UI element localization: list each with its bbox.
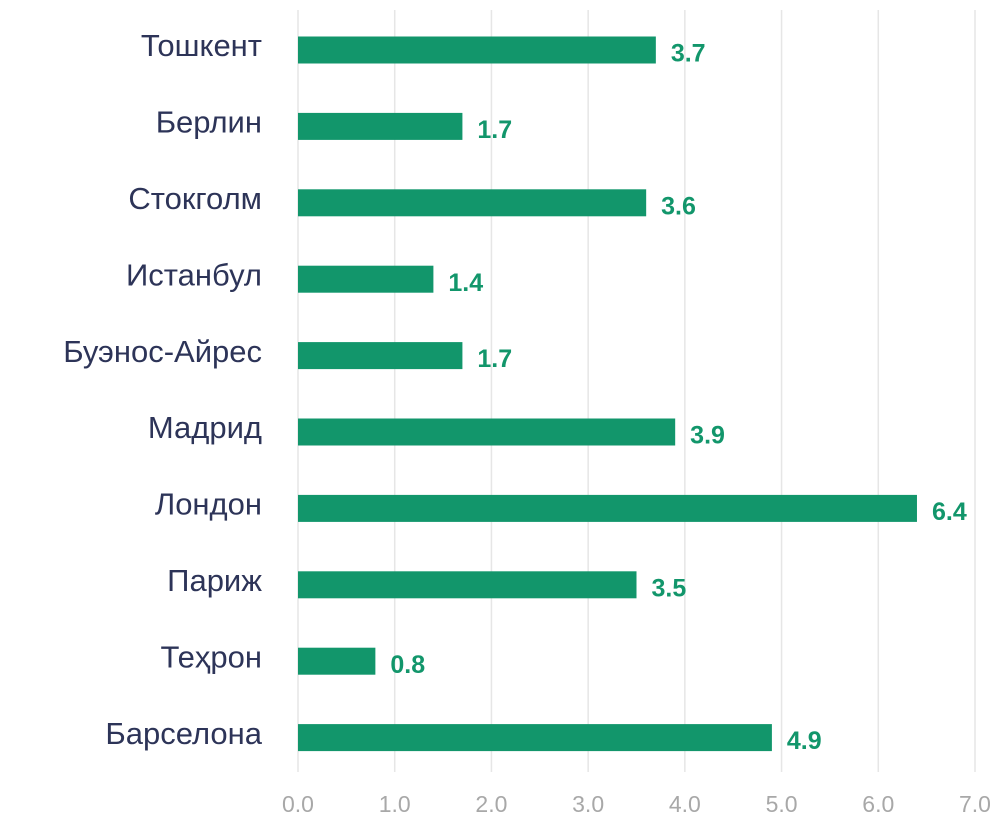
bar — [298, 647, 376, 675]
y-tick-label: Барселона — [105, 716, 262, 751]
x-tick-label: 4.0 — [669, 791, 701, 817]
y-tick-label: Стокголм — [128, 181, 262, 216]
y-tick-label: Берлин — [156, 105, 262, 140]
value-label: 1.7 — [477, 116, 512, 144]
value-label: 6.4 — [932, 498, 967, 526]
y-tick-label: Париж — [167, 563, 262, 598]
x-tick-label: 7.0 — [959, 791, 991, 817]
bar — [298, 418, 676, 446]
value-label: 3.5 — [652, 574, 687, 602]
value-label: 3.7 — [671, 40, 706, 68]
y-tick-label: Буэнос-Айрес — [63, 334, 262, 369]
x-tick-label: 3.0 — [572, 791, 604, 817]
x-tick-label: 2.0 — [475, 791, 507, 817]
y-tick-label: Теҳрон — [160, 639, 262, 674]
value-label: 3.9 — [690, 422, 725, 450]
bar — [298, 36, 656, 64]
bar — [298, 342, 463, 370]
x-tick-label: 5.0 — [766, 791, 798, 817]
y-tick-label: Тошкент — [141, 28, 262, 63]
value-label: 3.6 — [661, 192, 696, 220]
value-label: 1.7 — [477, 345, 512, 373]
bar — [298, 265, 434, 293]
x-tick-label: 0.0 — [282, 791, 314, 817]
y-tick-label: Мадрид — [148, 410, 262, 445]
bar — [298, 494, 917, 522]
value-label: 1.4 — [448, 269, 483, 297]
value-label: 0.8 — [390, 651, 425, 679]
bar — [298, 189, 647, 217]
value-label: 4.9 — [787, 727, 822, 755]
bar — [298, 571, 637, 599]
x-tick-label: 1.0 — [379, 791, 411, 817]
y-tick-label: Истанбул — [126, 257, 262, 292]
bar — [298, 724, 772, 752]
bar — [298, 112, 463, 140]
y-tick-label: Лондон — [155, 487, 262, 522]
x-tick-label: 6.0 — [862, 791, 894, 817]
